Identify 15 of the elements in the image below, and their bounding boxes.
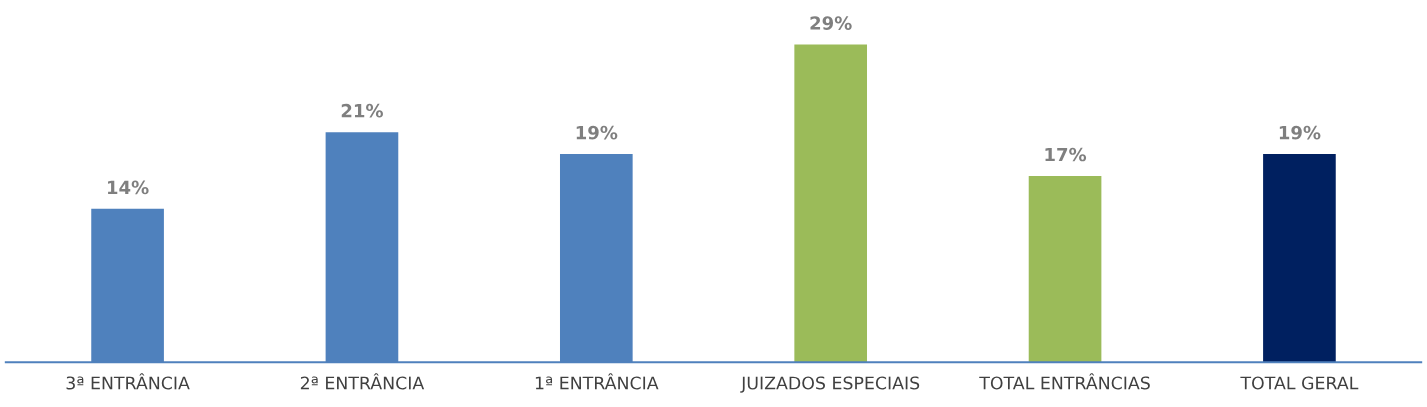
x-tick-label: 1ª ENTRÂNCIA	[535, 373, 659, 390]
bar	[1028, 175, 1102, 363]
data-label: 19%	[576, 125, 618, 140]
x-tick-label: 3ª ENTRÂNCIA	[66, 373, 190, 390]
x-tick-label: TOTAL GERAL	[1240, 376, 1359, 390]
x-tick-label: 2ª ENTRÂNCIA	[300, 373, 425, 390]
data-label: 19%	[1279, 125, 1321, 140]
data-label: 17%	[1045, 147, 1087, 162]
x-tick-label: JUIZADOS ESPECIAIS	[740, 376, 920, 393]
bar	[794, 44, 868, 363]
data-label: 14%	[108, 180, 149, 195]
bar	[1263, 154, 1336, 363]
data-label: 21%	[341, 103, 383, 118]
data-label: 29%	[810, 16, 852, 30]
x-tick-label: TOTAL ENTRÂNCIAS	[979, 373, 1150, 390]
